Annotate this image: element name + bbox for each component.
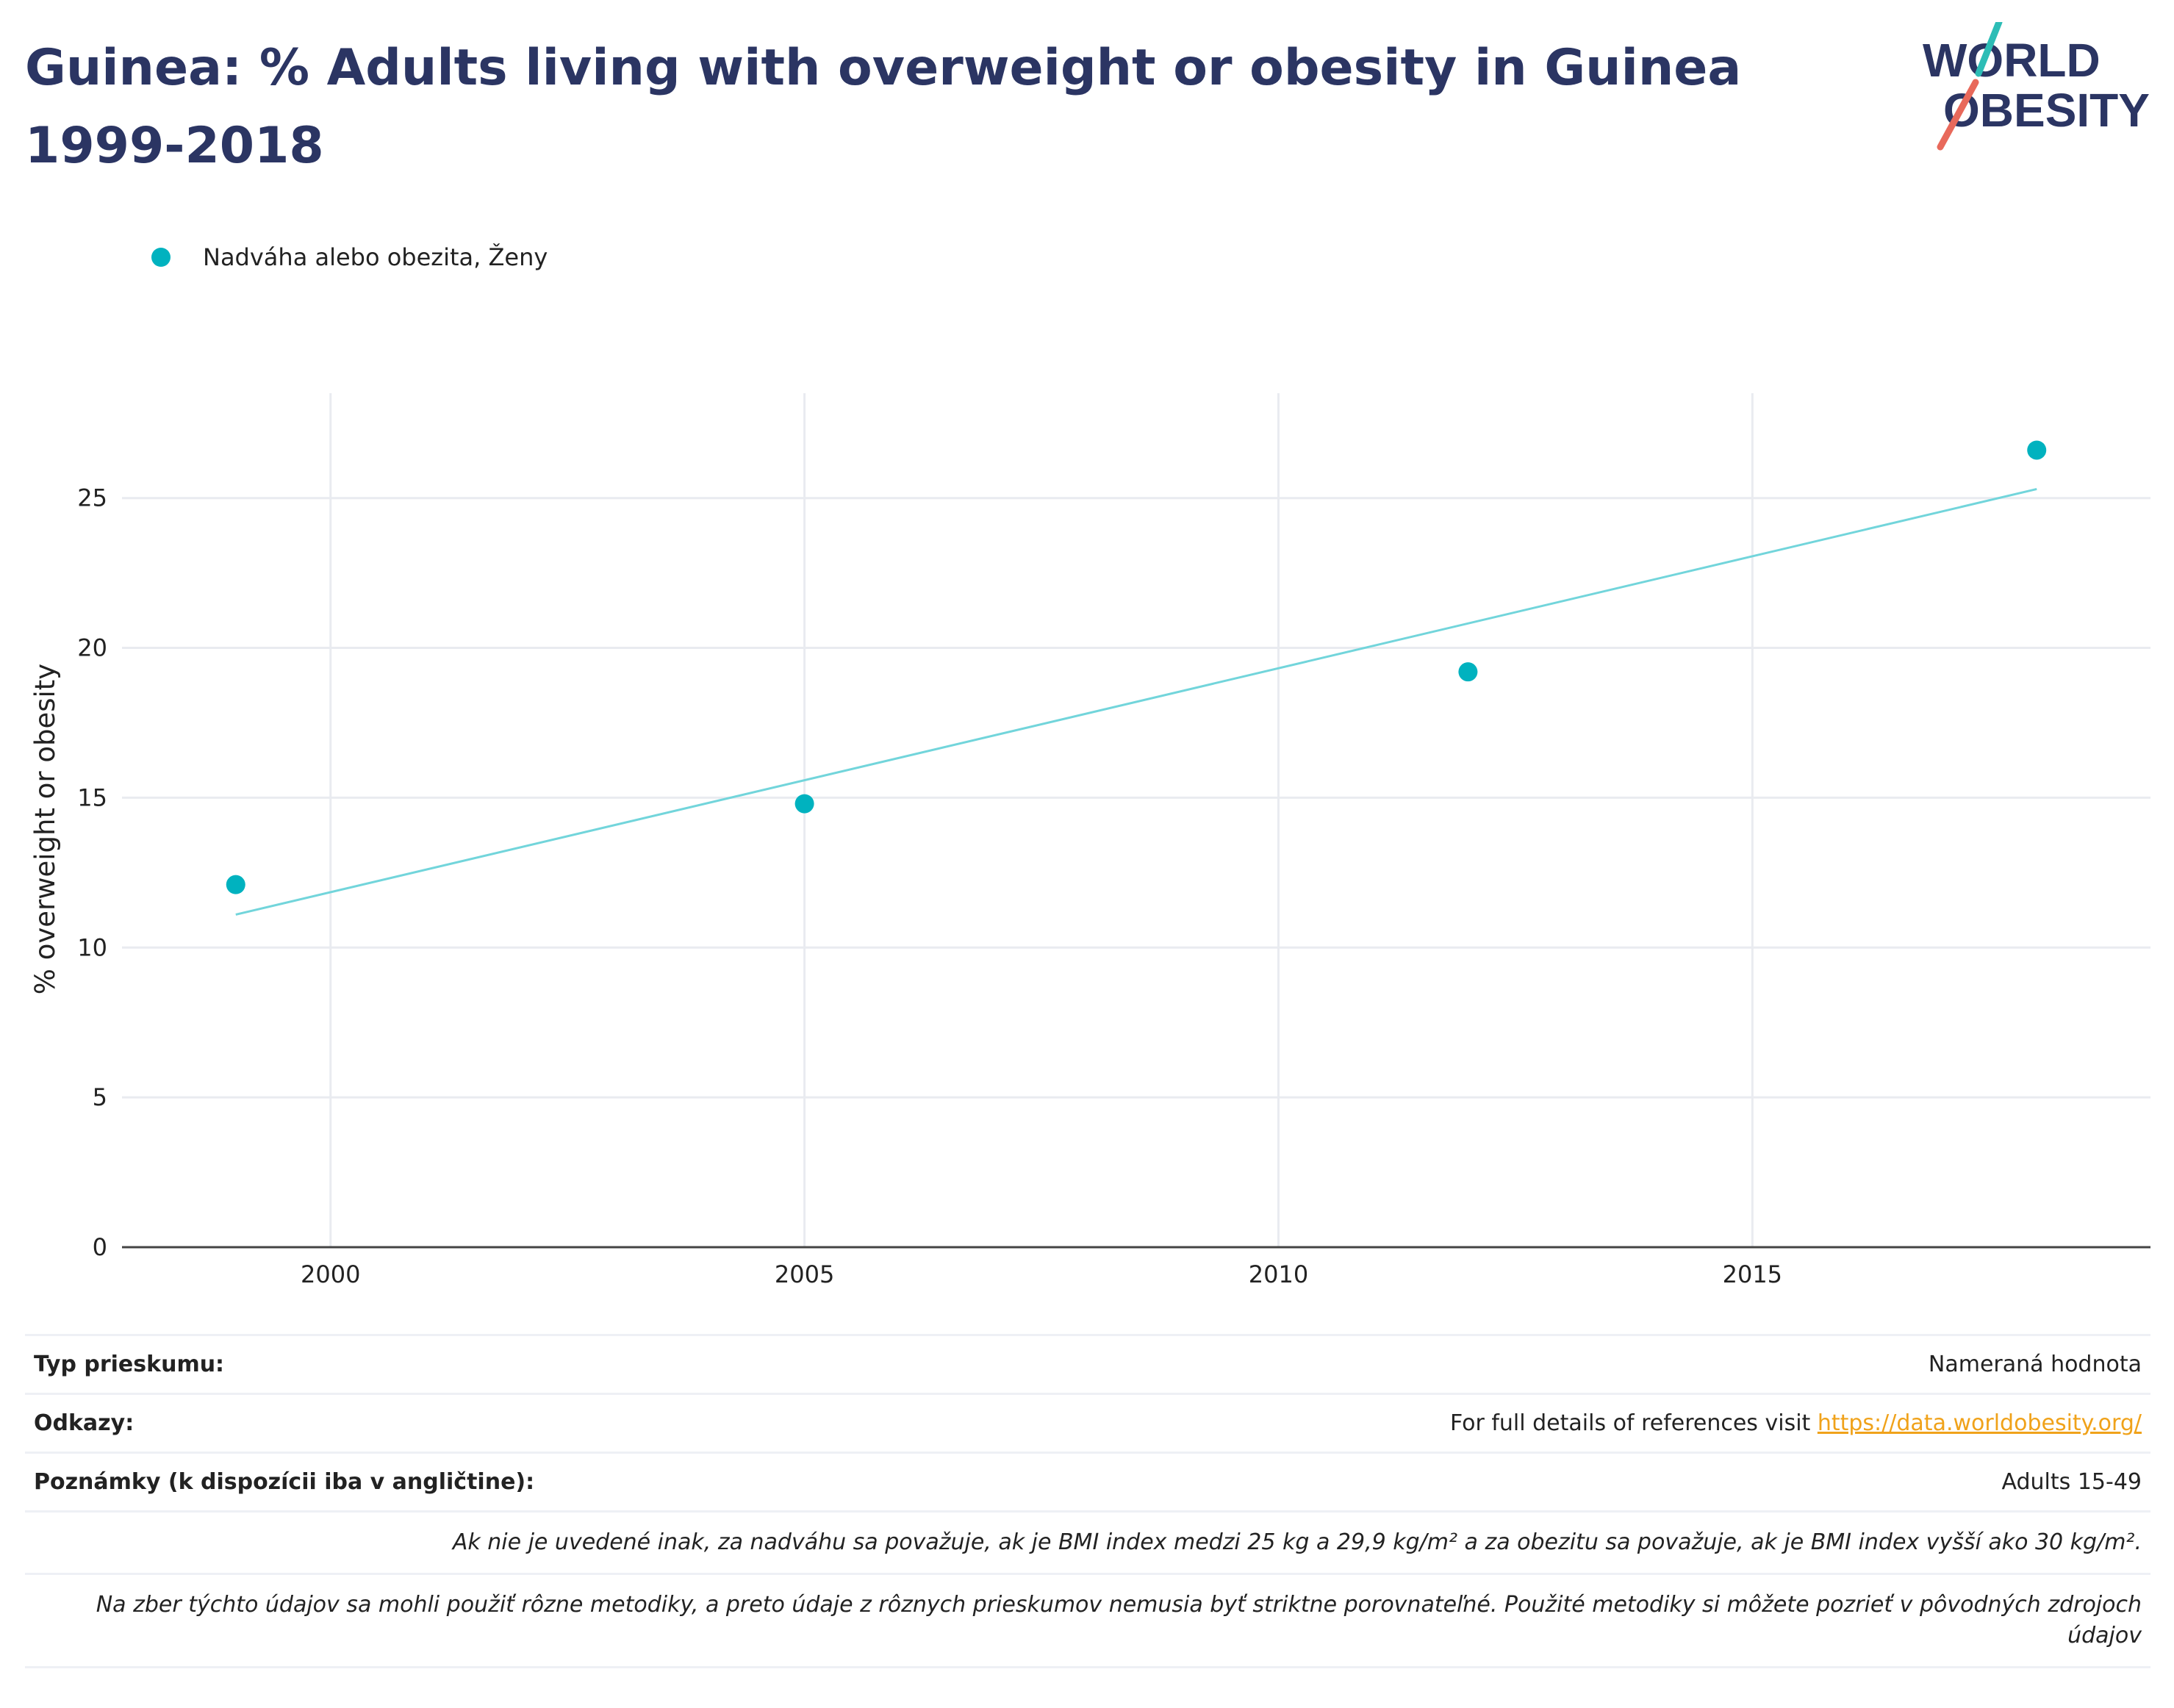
logo-word-obesity: OBESITY [1943, 84, 2150, 137]
survey-type-row: Typ prieskumu: Nameraná hodnota [25, 1334, 2150, 1393]
references-link[interactable]: https://data.worldobesity.org/ [1817, 1410, 2142, 1436]
grid [122, 393, 2150, 1247]
data-points [226, 440, 2047, 894]
legend-label: Nadváha alebo obezita, Ženy [203, 243, 548, 271]
x-tick-label: 2005 [775, 1260, 834, 1288]
info-table: Typ prieskumu: Nameraná hodnota Odkazy: … [25, 1334, 2150, 1668]
x-tick-label: 2010 [1249, 1260, 1308, 1288]
x-tick-label: 2000 [301, 1260, 360, 1288]
world-obesity-logo-graphic: WORLD OBESITY [1923, 18, 2150, 151]
legend[interactable]: Nadváha alebo obezita, Ženy [151, 239, 548, 276]
y-tick-label: 10 [77, 933, 107, 961]
references-text: For full details of references visit [1449, 1410, 1818, 1436]
axes: 0 5 10 15 20 25 2000 2005 2010 2015 [77, 484, 2150, 1288]
y-axis-title: % overweight or obesity [29, 664, 61, 994]
notes-row: Poznámky (k dispozícii iba v angličtine)… [25, 1452, 2150, 1510]
y-tick-label: 25 [77, 484, 107, 512]
references-value: For full details of references visit htt… [1450, 1410, 2142, 1436]
y-tick-label: 15 [77, 783, 107, 811]
world-obesity-logo: WORLD OBESITY [1911, 18, 2161, 162]
logo-word-world: WORLD [1923, 34, 2101, 87]
x-tick-label: 2015 [1723, 1260, 1782, 1288]
data-point [1458, 662, 1478, 682]
y-tick-label: 0 [93, 1233, 107, 1261]
legend-marker [151, 248, 171, 267]
y-tick-label: 20 [77, 634, 107, 662]
references-row: Odkazy: For full details of references v… [25, 1393, 2150, 1452]
logo-slash-bottom [1937, 79, 1979, 151]
chart-title: Guinea: % Adults living with overweight … [25, 39, 1742, 175]
logo-slash-top [1975, 18, 2003, 77]
definition-note: Ak nie je uvedené inak, za nadváhu sa po… [25, 1510, 2150, 1573]
methodology-note: Na zber týchto údajov sa mohli použiť rô… [25, 1573, 2150, 1668]
references-label: Odkazy: [34, 1410, 134, 1436]
trendline [235, 488, 2037, 916]
survey-type-value: Nameraná hodnota [1928, 1352, 2142, 1377]
y-tick-label: 5 [93, 1083, 107, 1111]
data-point [794, 794, 814, 814]
chart-area: 0 5 10 15 20 25 2000 2005 2010 2015 % overweight … [29, 393, 2150, 1288]
survey-type-label: Typ prieskumu: [34, 1352, 225, 1377]
notes-label: Poznámky (k dispozícii iba v angličtine)… [34, 1469, 535, 1495]
notes-value: Adults 15-49 [2001, 1469, 2142, 1495]
data-point [2027, 440, 2047, 460]
data-point [226, 875, 245, 894]
trendline-layer [235, 488, 2037, 916]
